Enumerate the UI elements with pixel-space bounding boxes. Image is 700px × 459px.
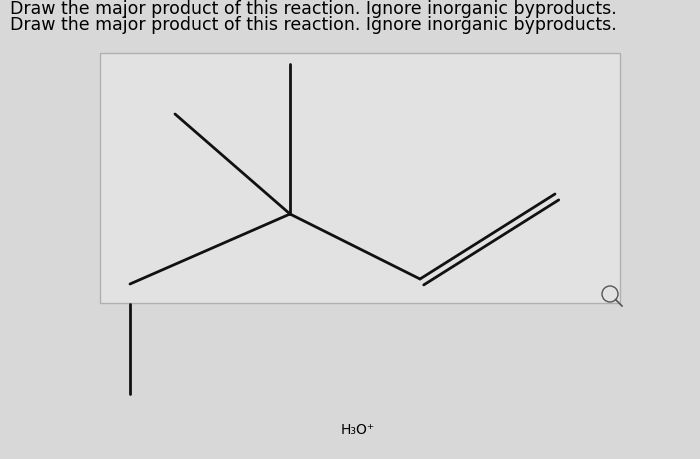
Bar: [100, 54, 620, 303]
Circle shape: [602, 286, 618, 302]
Text: Draw the major product of this reaction. Ignore inorganic byproducts.: Draw the major product of this reaction.…: [10, 16, 617, 34]
Text: H₃O⁺: H₃O⁺: [341, 422, 375, 436]
Text: Draw the major product of this reaction. Ignore inorganic byproducts.: Draw the major product of this reaction.…: [10, 0, 617, 18]
